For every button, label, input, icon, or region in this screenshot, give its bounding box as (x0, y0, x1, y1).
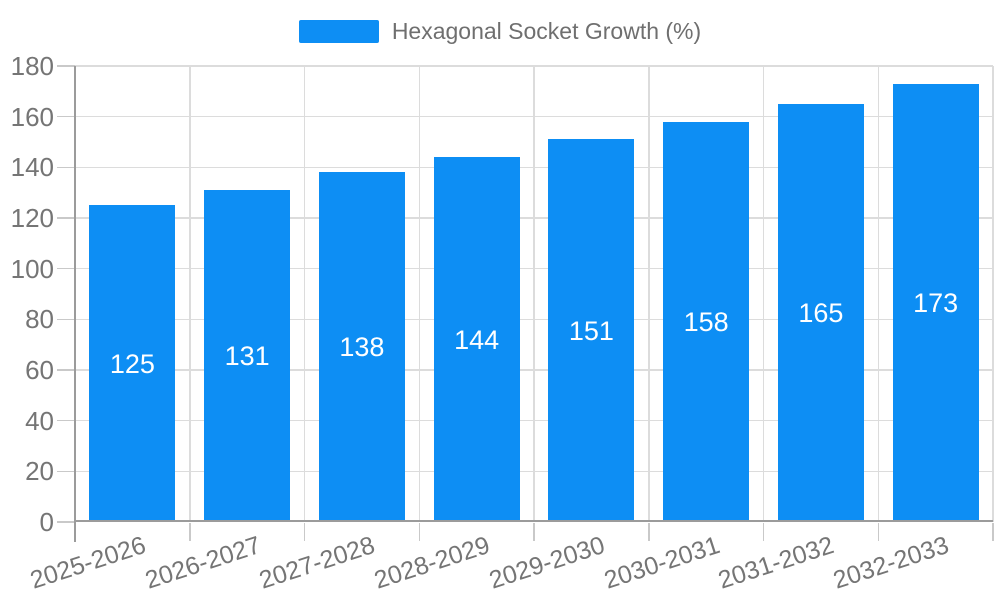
v-gridline (648, 66, 650, 522)
y-axis-tick-label: 80 (25, 304, 54, 335)
x-tick (418, 523, 420, 541)
x-axis-category-label: 2028-2029 (370, 531, 494, 595)
v-gridline (877, 66, 879, 522)
bar[interactable] (892, 83, 979, 522)
bar[interactable] (663, 121, 750, 522)
y-axis-line (74, 66, 76, 542)
y-tick (57, 369, 75, 371)
bar[interactable] (89, 205, 176, 522)
legend-swatch (298, 20, 379, 43)
y-tick (57, 521, 75, 523)
bar[interactable] (548, 139, 635, 522)
x-axis-category-label: 2029-2030 (485, 531, 609, 595)
v-gridline (992, 66, 994, 522)
y-axis-tick-label: 160 (10, 101, 54, 132)
v-gridline (762, 66, 765, 522)
y-tick (57, 115, 75, 118)
y-axis-tick-label: 120 (10, 203, 54, 233)
legend-item[interactable]: Hexagonal Socket Growth (%) (298, 18, 702, 44)
y-axis-tick-label: 40 (25, 405, 54, 436)
y-tick (57, 65, 75, 67)
x-axis-line (75, 520, 993, 522)
y-axis-tick-label: 140 (10, 152, 54, 183)
bar[interactable] (433, 157, 520, 522)
x-tick (877, 523, 879, 541)
y-tick (57, 217, 75, 219)
v-gridline (189, 66, 191, 522)
legend-label: Hexagonal Socket Growth (%) (391, 18, 702, 44)
x-tick (303, 523, 306, 541)
y-axis-tick-label: 100 (10, 253, 54, 284)
v-gridline (418, 66, 420, 522)
y-axis-tick-label: 180 (10, 51, 54, 81)
x-axis-category-label: 2025-2026 (26, 531, 150, 595)
x-tick (189, 523, 191, 541)
x-tick (533, 523, 535, 541)
x-axis-category-label: 2026-2027 (141, 531, 264, 595)
v-gridline (533, 66, 535, 522)
x-axis-category-label: 2031-2032 (715, 531, 838, 595)
legend: Hexagonal Socket Growth (%) (0, 19, 1000, 44)
y-tick (57, 419, 75, 422)
x-axis-category-label: 2030-2031 (600, 531, 723, 595)
x-axis-category-label: 2032-2033 (829, 531, 953, 595)
y-tick (57, 166, 75, 169)
plot-area: 125 131 138 144 151 158 165 173 (75, 65, 994, 522)
bar[interactable] (777, 104, 864, 522)
y-tick (57, 470, 75, 473)
y-axis-tick-label: 0 (39, 507, 54, 537)
x-tick (762, 523, 765, 541)
v-gridline (303, 66, 306, 522)
bar[interactable] (318, 172, 405, 522)
y-axis-tick-label: 60 (25, 355, 54, 385)
y-tick (57, 267, 75, 270)
x-axis-category-label: 2027-2028 (256, 531, 379, 595)
bar[interactable] (204, 190, 291, 522)
x-tick (992, 523, 994, 541)
y-axis-tick-label: 20 (25, 456, 54, 487)
y-tick (57, 318, 75, 321)
x-tick (648, 523, 650, 541)
